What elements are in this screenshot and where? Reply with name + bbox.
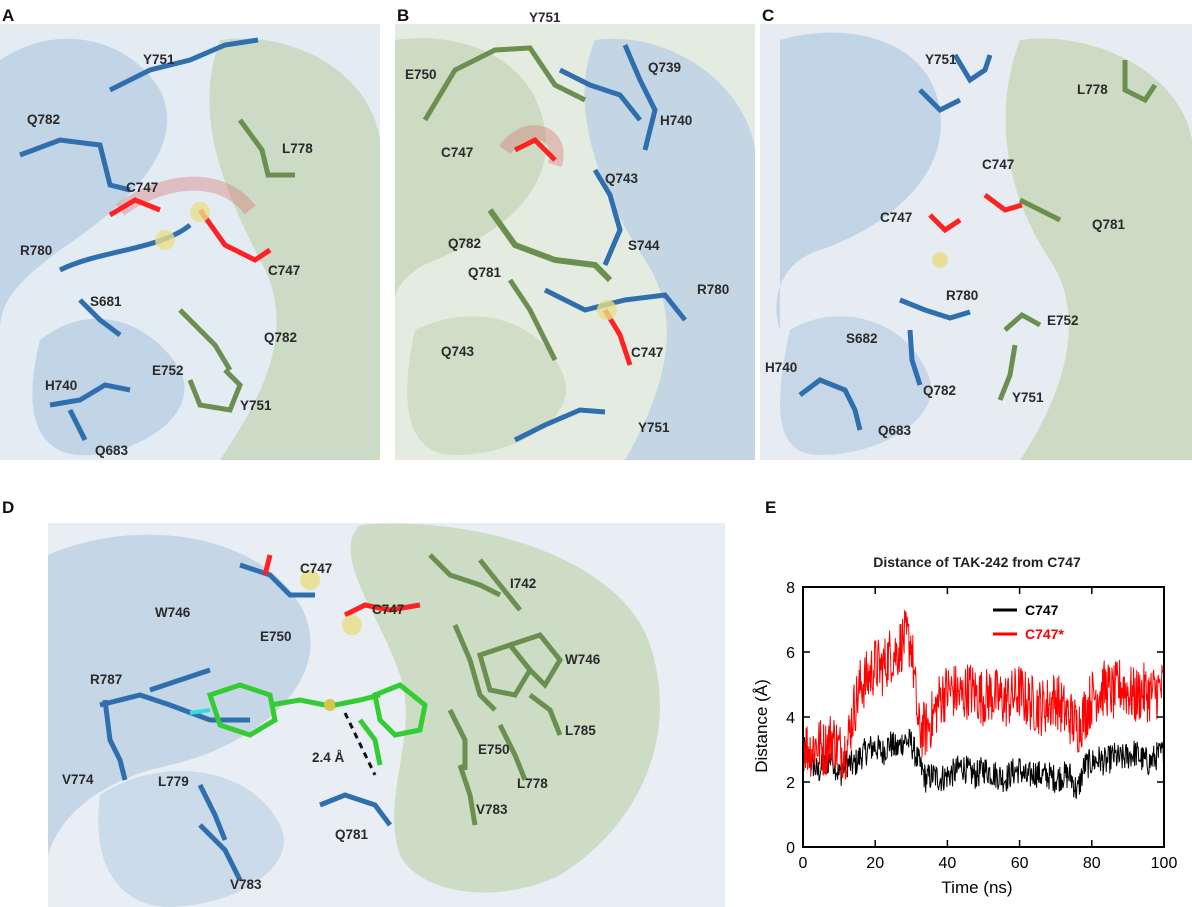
panel-letter-a: A	[2, 6, 15, 25]
residue-label: L785	[565, 723, 596, 738]
y-tick-label: 8	[786, 580, 795, 597]
series-layer	[802, 610, 1165, 799]
x-tick-label: 20	[866, 855, 884, 872]
x-tick-label: 40	[939, 855, 957, 872]
residue-label: C747	[982, 157, 1015, 172]
residue-label: R780	[697, 282, 730, 297]
panel-letter-c: C	[762, 6, 775, 25]
residue-label: Y751	[1012, 390, 1044, 405]
x-tick-label: 60	[1011, 855, 1029, 872]
residue-label: R780	[946, 288, 979, 303]
residue-label: Q781	[1092, 217, 1126, 232]
residue-label: C747	[631, 345, 664, 360]
residue-label: L778	[517, 776, 548, 791]
y-tick-label: 2	[786, 775, 795, 792]
legend: C747 C747*	[993, 602, 1064, 642]
residue-label: I742	[510, 576, 537, 591]
series-line-c747	[802, 728, 1164, 799]
x-tick-label: 0	[799, 855, 808, 872]
panel-c-structure	[760, 24, 1192, 460]
residue-label: C747	[126, 180, 159, 195]
x-tick-label: 100	[1151, 855, 1178, 872]
residue-label: S682	[846, 331, 878, 346]
residue-label: H740	[660, 113, 693, 128]
panel-letter-e: E	[765, 498, 777, 517]
legend-label: C747*	[1025, 626, 1064, 642]
residue-label: E752	[152, 363, 184, 378]
panel-a: A Y751 Q782 L778 C747 R780 C747 S681 Q78…	[0, 0, 380, 460]
residue-label: V783	[230, 877, 262, 892]
residue-label: Q743	[441, 344, 475, 359]
chart-title: Distance of TAK-242 from C747	[873, 554, 1081, 570]
panel-d-structure	[48, 523, 725, 907]
residue-label: H740	[45, 378, 78, 393]
y-tick-label: 4	[786, 710, 795, 727]
panel-b: B Y751 Q739 E750 H740 C747 Q743 S744 Q78…	[395, 0, 755, 460]
residue-label: Y751	[143, 52, 175, 67]
residue-label: E752	[1047, 313, 1079, 328]
legend-label: C747	[1025, 602, 1059, 618]
y-tick-label: 6	[786, 645, 795, 662]
y-tick-label: 0	[786, 840, 795, 857]
panel-letter-d: D	[2, 498, 15, 517]
residue-label: V783	[476, 802, 508, 817]
residue-label: C747	[372, 602, 405, 617]
residue-label: C747	[268, 263, 301, 278]
residue-label: H740	[765, 360, 798, 375]
residue-label: S744	[628, 238, 660, 253]
residue-label: Y751	[240, 398, 272, 413]
residue-label: Y751	[925, 52, 957, 67]
panel-letter-b: B	[397, 6, 410, 25]
residue-label: W746	[565, 652, 601, 667]
panel-b-structure	[395, 24, 755, 460]
residue-label: 2.4 Å	[312, 750, 345, 765]
ticks-layer: 0 20 40 60 80 100 0 2 4 6 8	[786, 580, 1177, 872]
residue-label: E750	[478, 742, 510, 757]
residue-label: Q743	[605, 171, 639, 186]
residue-label: L779	[158, 774, 189, 789]
residue-label: E750	[260, 629, 292, 644]
residue-label: Y751	[638, 420, 670, 435]
residue-label: Q739	[648, 60, 682, 75]
residue-label: Q683	[95, 443, 129, 458]
distance-chart: Distance of TAK-242 from C747 0 20 40 60 80 1…	[752, 554, 1177, 897]
residue-label: R780	[20, 243, 53, 258]
y-axis-label: Distance (Å)	[752, 679, 771, 773]
panel-d: D C747 I742 W746 C747 E750 W746 R787 E75…	[0, 495, 725, 907]
residue-label: E750	[405, 67, 437, 82]
residue-label: Q782	[27, 112, 61, 127]
x-tick-label: 80	[1083, 855, 1101, 872]
residue-label: L778	[1077, 82, 1108, 97]
residue-label: L778	[282, 141, 313, 156]
residue-label: Q781	[468, 265, 502, 280]
residue-label: C747	[880, 210, 913, 225]
series-line-c747-star	[802, 610, 1165, 781]
residue-label: V774	[62, 772, 94, 787]
residue-label: C747	[441, 145, 474, 160]
residue-label: W746	[155, 605, 191, 620]
residue-label: Q782	[448, 236, 482, 251]
residue-label: Q781	[335, 827, 369, 842]
residue-label: Y751	[529, 10, 561, 25]
panel-a-structure	[0, 24, 380, 460]
residue-label: R787	[90, 672, 123, 687]
x-axis-label: Time (ns)	[941, 878, 1012, 897]
residue-label: Q782	[264, 330, 298, 345]
residue-label: Q782	[923, 383, 957, 398]
residue-label: S681	[90, 294, 122, 309]
residue-label: Q683	[878, 423, 912, 438]
panel-c: C Y751 L778 C747 C747 Q781 R780 E752 S68…	[760, 0, 1192, 460]
residue-label: C747	[300, 561, 333, 576]
